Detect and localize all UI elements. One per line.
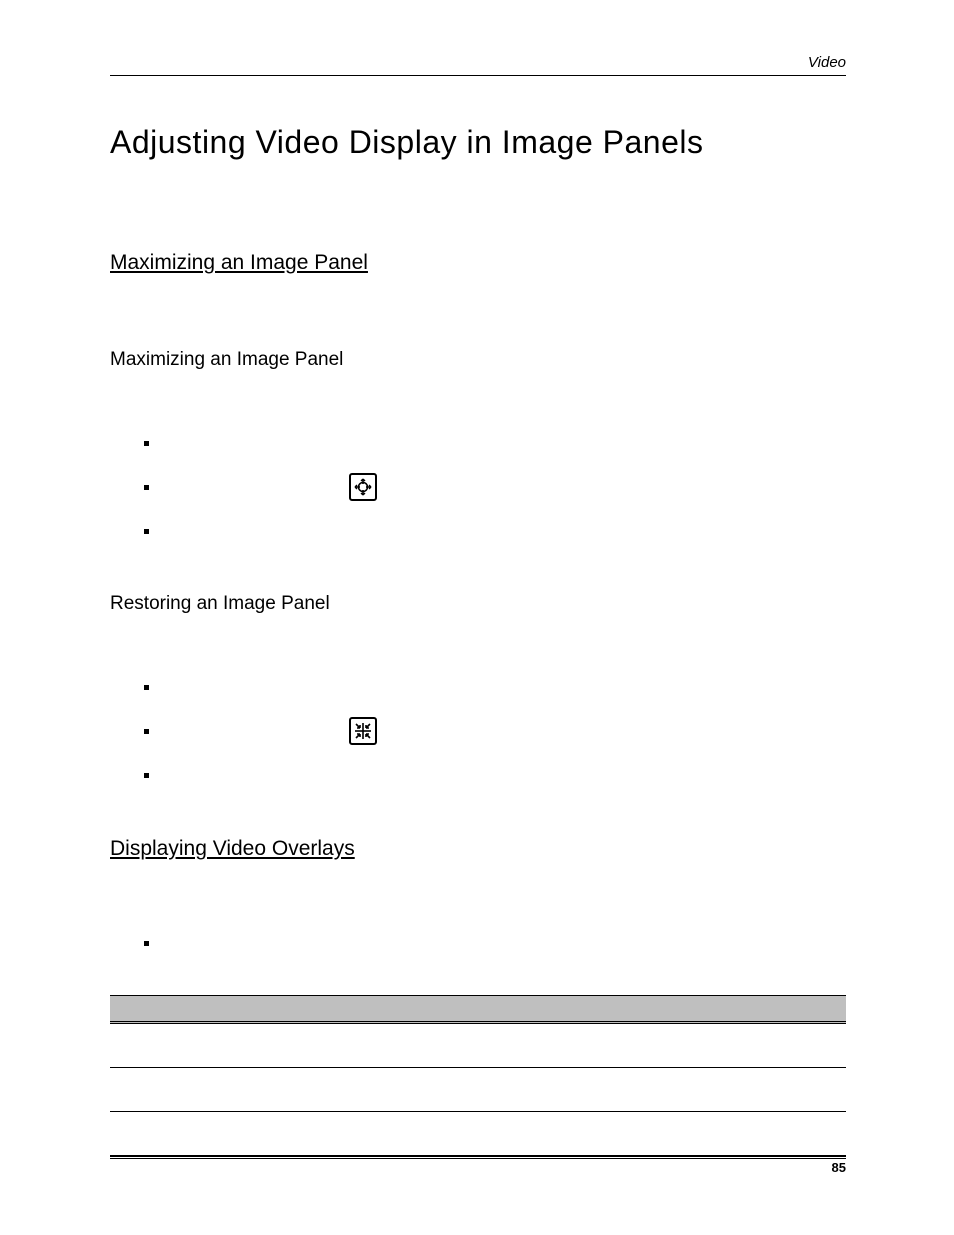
- table-cell: [110, 1112, 274, 1156]
- page-number: 85: [832, 1160, 846, 1175]
- bullet-marker-icon: [144, 941, 149, 946]
- table-cell: [274, 1024, 846, 1067]
- bullet-marker-icon: [144, 773, 149, 778]
- table-cell: [110, 1068, 274, 1111]
- list-item: [144, 709, 846, 753]
- page-content: Video Adjusting Video Display in Image P…: [110, 54, 846, 1159]
- table-cell: [110, 1024, 274, 1067]
- bullet-marker-icon: [144, 485, 149, 490]
- section-heading-2: Displaying Video Overlays: [110, 837, 846, 861]
- list-item: [144, 665, 846, 709]
- section-heading-1: Maximizing an Image Panel: [110, 251, 846, 275]
- table-cell: [274, 1112, 846, 1156]
- bullet-marker-icon: [144, 441, 149, 446]
- bullet-marker-icon: [144, 529, 149, 534]
- bullet-list-overlays: [144, 921, 846, 965]
- page-footer: 85: [110, 1155, 846, 1175]
- subsection-heading-1b: Restoring an Image Panel: [110, 593, 846, 615]
- bullet-marker-icon: [144, 729, 149, 734]
- table-row: [110, 1024, 846, 1068]
- maximize-icon: [349, 473, 377, 501]
- table-header-cell: [110, 996, 274, 1021]
- list-item: [144, 465, 846, 509]
- table-cell: [274, 1068, 846, 1111]
- bullet-marker-icon: [144, 685, 149, 690]
- list-item: [144, 421, 846, 465]
- table-row: [110, 1068, 846, 1112]
- list-item: [144, 753, 846, 797]
- overlay-table: [110, 995, 846, 1159]
- list-item: [144, 921, 846, 965]
- bullet-list-maximize: [144, 421, 846, 553]
- section-label: Video: [808, 54, 846, 71]
- restore-icon: [349, 717, 377, 745]
- subsection-heading-1a: Maximizing an Image Panel: [110, 349, 846, 371]
- table-row: [110, 1112, 846, 1156]
- running-header: Video: [110, 54, 846, 76]
- page-title: Adjusting Video Display in Image Panels: [110, 124, 846, 161]
- table-header-row: [110, 996, 846, 1024]
- table-header-cell: [274, 996, 846, 1021]
- bullet-list-restore: [144, 665, 846, 797]
- list-item: [144, 509, 846, 553]
